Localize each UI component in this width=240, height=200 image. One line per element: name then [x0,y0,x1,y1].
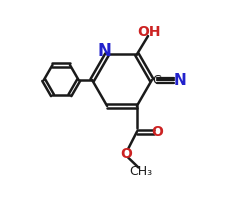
Text: C: C [152,74,161,87]
Text: O: O [120,147,132,161]
Text: CH₃: CH₃ [129,165,152,178]
Text: N: N [174,73,187,88]
Text: O: O [152,125,163,139]
Text: OH: OH [137,25,161,39]
Text: N: N [97,42,111,60]
